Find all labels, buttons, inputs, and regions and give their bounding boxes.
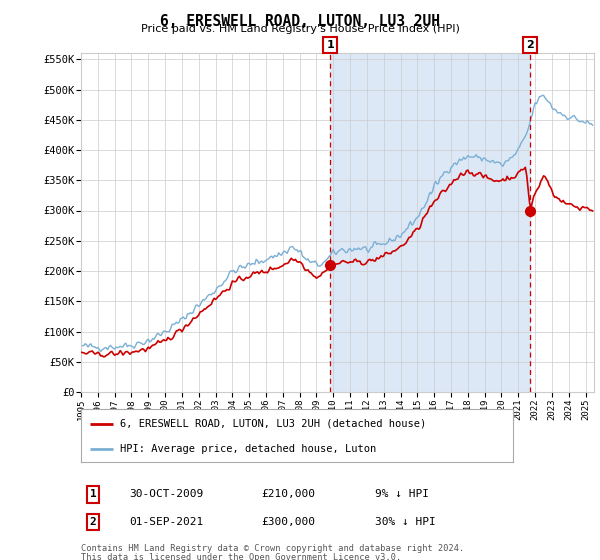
- Text: 2: 2: [89, 517, 97, 527]
- Text: 30% ↓ HPI: 30% ↓ HPI: [375, 517, 436, 527]
- Text: 1: 1: [326, 40, 334, 50]
- Text: 01-SEP-2021: 01-SEP-2021: [129, 517, 203, 527]
- Text: 30-OCT-2009: 30-OCT-2009: [129, 489, 203, 500]
- Text: This data is licensed under the Open Government Licence v3.0.: This data is licensed under the Open Gov…: [81, 553, 401, 560]
- Text: £300,000: £300,000: [261, 517, 315, 527]
- Text: 2: 2: [526, 40, 533, 50]
- Text: Contains HM Land Registry data © Crown copyright and database right 2024.: Contains HM Land Registry data © Crown c…: [81, 544, 464, 553]
- Text: Price paid vs. HM Land Registry's House Price Index (HPI): Price paid vs. HM Land Registry's House …: [140, 24, 460, 34]
- Text: £210,000: £210,000: [261, 489, 315, 500]
- Text: HPI: Average price, detached house, Luton: HPI: Average price, detached house, Luto…: [120, 444, 376, 454]
- Text: 6, ERESWELL ROAD, LUTON, LU3 2UH: 6, ERESWELL ROAD, LUTON, LU3 2UH: [160, 14, 440, 29]
- Text: 1: 1: [89, 489, 97, 500]
- Text: 6, ERESWELL ROAD, LUTON, LU3 2UH (detached house): 6, ERESWELL ROAD, LUTON, LU3 2UH (detach…: [120, 419, 426, 429]
- Text: 9% ↓ HPI: 9% ↓ HPI: [375, 489, 429, 500]
- Bar: [331, 53, 530, 392]
